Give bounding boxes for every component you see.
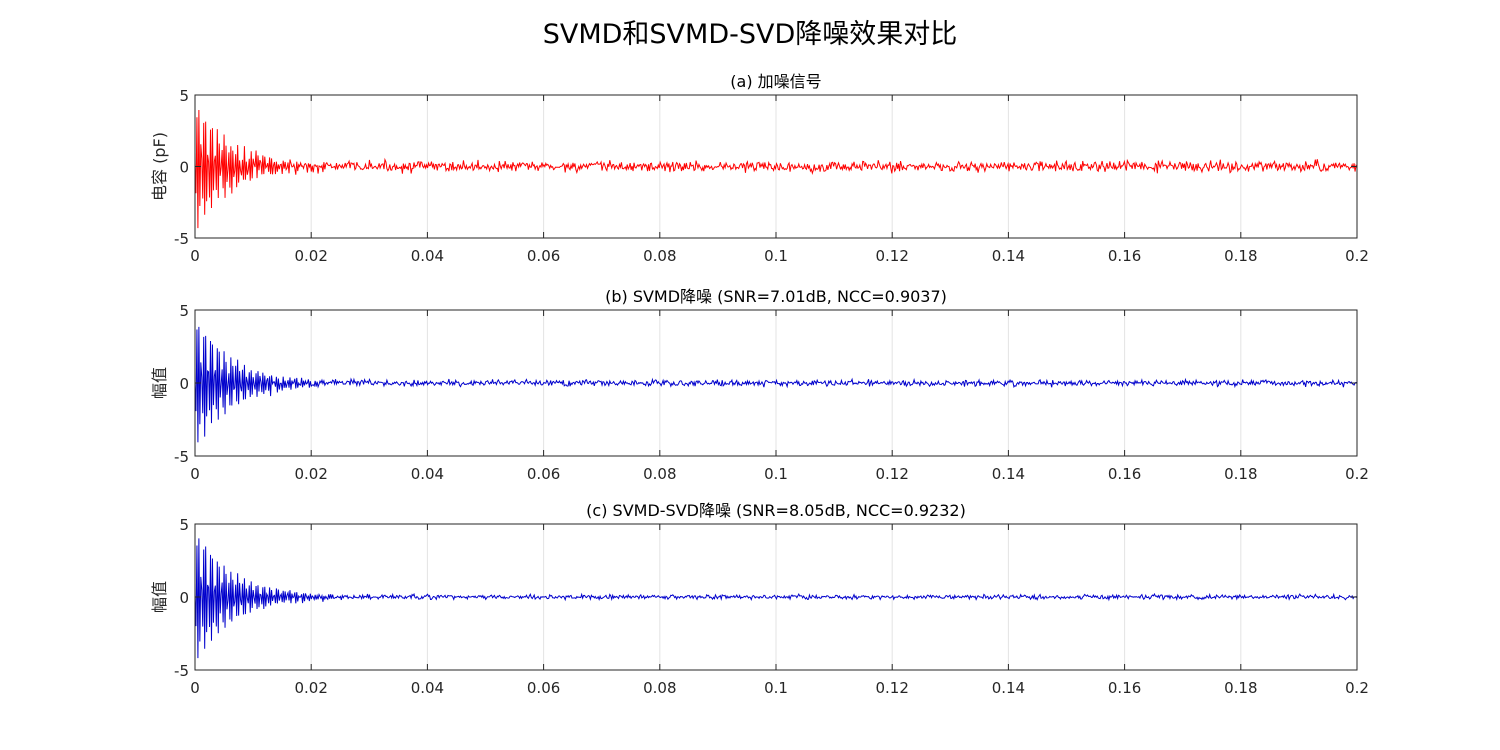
x-tick-label: 0.2 xyxy=(1345,679,1369,697)
x-tick-label: 0.12 xyxy=(875,679,908,697)
y-tick-label: 5 xyxy=(179,302,189,320)
x-tick-label: 0.1 xyxy=(764,679,788,697)
x-tick-label: 0.14 xyxy=(992,679,1025,697)
x-tick-label: 0.18 xyxy=(1224,465,1257,483)
figure-title: SVMD和SVMD-SVD降噪效果对比 xyxy=(542,19,958,50)
subplot-title: (a) 加噪信号 xyxy=(730,72,821,91)
subplot-1: 0 0.02 0.04 0.06 0.08 0.1 0.12 0.14 0.16 0.18 0.2 -… xyxy=(150,72,1369,265)
y-axis-label: 幅值 xyxy=(150,367,169,399)
x-tick-label: 0.18 xyxy=(1224,679,1257,697)
y-tick-label: -5 xyxy=(174,662,189,680)
series-line xyxy=(194,326,1358,443)
x-tick-label: 0.02 xyxy=(294,465,327,483)
y-axis-label: 幅值 xyxy=(150,581,169,613)
y-axis-label: 电容 (pF) xyxy=(150,132,169,201)
y-tick-label: 0 xyxy=(179,159,189,177)
x-tick-label: 0.06 xyxy=(527,465,560,483)
x-tick-label: 0.06 xyxy=(527,679,560,697)
subplot-2: 0 0.02 0.04 0.06 0.08 0.1 0.12 0.14 0.16 0.18 0.2 -… xyxy=(150,287,1369,483)
subplot-title: (b) SVMD降噪 (SNR=7.01dB, NCC=0.9037) xyxy=(605,287,947,306)
subplot-title: (c) SVMD-SVD降噪 (SNR=8.05dB, NCC=0.9232) xyxy=(586,501,966,520)
x-tick-label: 0.1 xyxy=(764,465,788,483)
x-tick-label: 0.08 xyxy=(643,247,676,265)
series-line xyxy=(194,538,1358,659)
x-tick-label: 0.14 xyxy=(992,465,1025,483)
x-tick-label: 0.2 xyxy=(1345,465,1369,483)
x-tick-label: 0.04 xyxy=(411,679,444,697)
x-tick-label: 0.16 xyxy=(1108,247,1141,265)
y-tick-label: -5 xyxy=(174,230,189,248)
x-tick-label: 0 xyxy=(190,679,200,697)
x-tick-label: 0.12 xyxy=(875,247,908,265)
x-tick-label: 0.16 xyxy=(1108,465,1141,483)
x-tick-label: 0.2 xyxy=(1345,247,1369,265)
x-tick-label: 0 xyxy=(190,247,200,265)
x-tick-label: 0.16 xyxy=(1108,679,1141,697)
x-tick-label: 0.14 xyxy=(992,247,1025,265)
y-tick-label: -5 xyxy=(174,448,189,466)
x-tick-label: 0.1 xyxy=(764,247,788,265)
y-tick-label: 5 xyxy=(179,516,189,534)
x-tick-label: 0.06 xyxy=(527,247,560,265)
x-tick-label: 0.18 xyxy=(1224,247,1257,265)
x-tick-label: 0.04 xyxy=(411,247,444,265)
series-line xyxy=(194,109,1358,229)
x-tick-label: 0.02 xyxy=(294,679,327,697)
x-tick-label: 0.12 xyxy=(875,465,908,483)
x-tick-label: 0.04 xyxy=(411,465,444,483)
x-tick-label: 0.02 xyxy=(294,247,327,265)
x-tick-label: 0 xyxy=(190,465,200,483)
y-tick-label: 0 xyxy=(179,375,189,393)
x-tick-label: 0.08 xyxy=(643,679,676,697)
x-tick-label: 0.08 xyxy=(643,465,676,483)
y-tick-label: 0 xyxy=(179,589,189,607)
y-tick-label: 5 xyxy=(179,87,189,105)
subplot-3: 0 0.02 0.04 0.06 0.08 0.1 0.12 0.14 0.16 0.18 0.2 -… xyxy=(150,501,1369,697)
